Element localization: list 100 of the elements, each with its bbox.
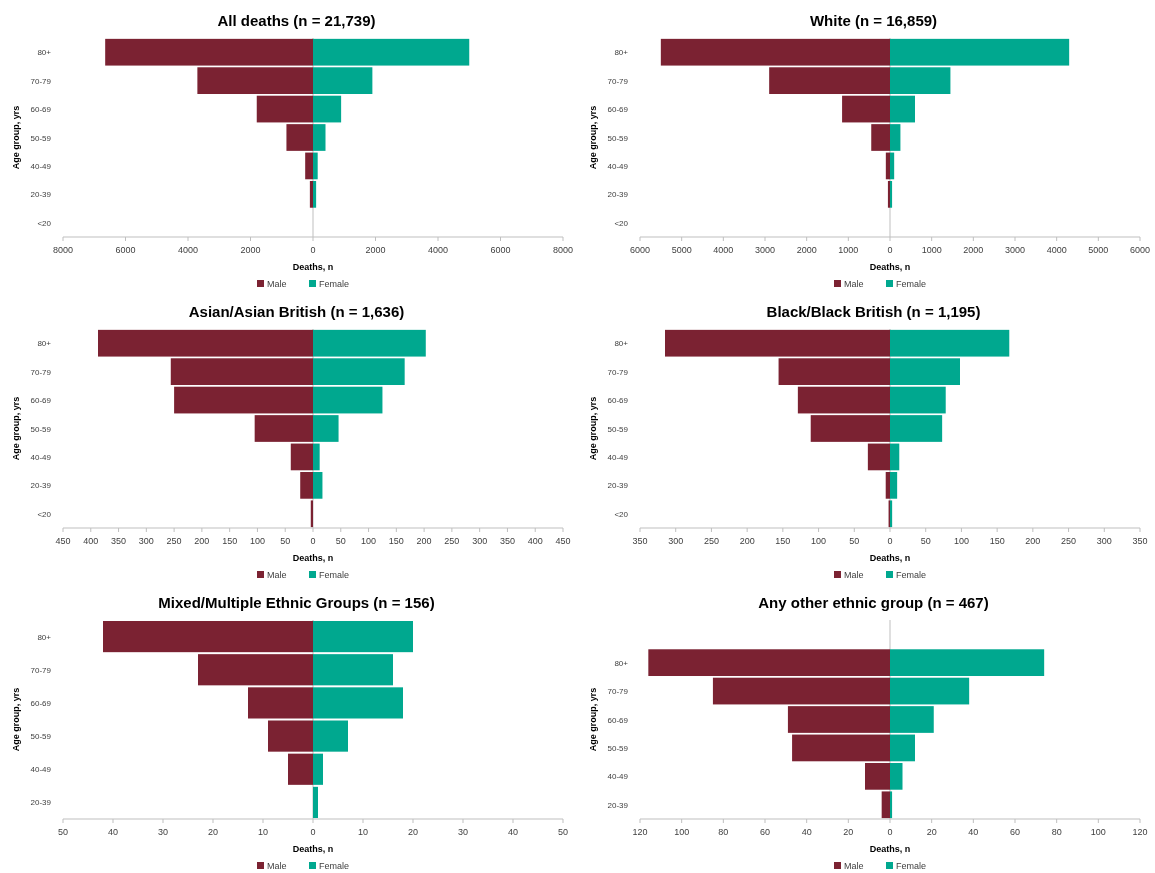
x-tick-label: 6000 bbox=[1129, 245, 1151, 255]
bar bbox=[313, 443, 320, 471]
bar bbox=[286, 124, 313, 151]
bar bbox=[890, 706, 934, 733]
legend-label: Female bbox=[896, 279, 927, 289]
x-tick-label: 100 bbox=[953, 536, 969, 546]
x-tick-label: 100 bbox=[1090, 827, 1106, 837]
x-tick-label: 10 bbox=[357, 827, 369, 837]
y-tick-label: 70-79 bbox=[607, 76, 629, 86]
bar bbox=[254, 415, 313, 442]
bar bbox=[313, 386, 383, 414]
bar bbox=[792, 734, 890, 762]
x-tick-label: 400 bbox=[83, 536, 99, 546]
x-tick-label: 50 bbox=[335, 536, 346, 546]
legend-label: Male bbox=[267, 570, 287, 580]
bar bbox=[256, 95, 313, 123]
x-tick-label: 0 bbox=[310, 245, 316, 255]
y-tick-label: 50-59 bbox=[607, 424, 629, 434]
x-tick-label: 2000 bbox=[240, 245, 261, 255]
y-tick-label: 70-79 bbox=[607, 367, 629, 377]
x-tick-label: 150 bbox=[989, 536, 1005, 546]
y-axis-title: Age group, yrs bbox=[11, 105, 21, 170]
y-tick-label: 70-79 bbox=[607, 687, 629, 697]
x-tick-label: 450 bbox=[55, 536, 71, 546]
y-tick-label: 60-69 bbox=[30, 698, 52, 708]
bar bbox=[890, 386, 946, 414]
legend-label: Male bbox=[267, 279, 287, 289]
legend-label: Male bbox=[844, 570, 864, 580]
bar bbox=[890, 124, 901, 151]
x-tick-label: 0 bbox=[887, 245, 893, 255]
x-tick-label: 6000 bbox=[115, 245, 136, 255]
y-tick-label: 80+ bbox=[614, 48, 629, 58]
x-tick-label: 150 bbox=[222, 536, 238, 546]
x-tick-label: 1000 bbox=[838, 245, 859, 255]
x-tick-label: 2000 bbox=[796, 245, 817, 255]
y-tick-label: 40-49 bbox=[30, 765, 52, 775]
y-tick-label: 40-49 bbox=[607, 161, 629, 171]
bar bbox=[313, 181, 317, 208]
y-tick-label: <20 bbox=[614, 218, 629, 228]
bar bbox=[810, 415, 890, 442]
bar bbox=[288, 753, 313, 785]
x-axis-title: Deaths, n bbox=[292, 844, 334, 854]
x-tick-label: 0 bbox=[310, 536, 316, 546]
x-tick-label: 4000 bbox=[1046, 245, 1067, 255]
bar bbox=[890, 95, 915, 123]
y-tick-label: 80+ bbox=[37, 48, 52, 58]
bar bbox=[890, 677, 970, 705]
x-axis-title: Deaths, n bbox=[869, 262, 911, 272]
x-tick-label: 3000 bbox=[754, 245, 776, 255]
x-tick-label: 250 bbox=[166, 536, 182, 546]
y-tick-label: 50-59 bbox=[30, 133, 52, 143]
x-tick-label: 300 bbox=[1096, 536, 1112, 546]
y-tick-label: 50-59 bbox=[30, 424, 52, 434]
x-tick-label: 100 bbox=[811, 536, 827, 546]
legend-label: Female bbox=[319, 279, 350, 289]
x-tick-label: 40 bbox=[968, 827, 979, 837]
x-tick-label: 450 bbox=[555, 536, 571, 546]
x-tick-label: 300 bbox=[138, 536, 154, 546]
chart-title: Any other ethnic group (n = 467) bbox=[758, 594, 989, 611]
x-tick-label: 200 bbox=[416, 536, 432, 546]
bar bbox=[290, 443, 313, 471]
x-tick-label: 250 bbox=[1061, 536, 1077, 546]
bar bbox=[313, 124, 326, 151]
x-tick-label: 300 bbox=[668, 536, 684, 546]
chart-title: Black/Black British (n = 1,195) bbox=[766, 303, 981, 320]
x-tick-label: 0 bbox=[887, 536, 893, 546]
x-tick-label: 80 bbox=[718, 827, 729, 837]
chart-title: Asian/Asian British (n = 1,636) bbox=[188, 303, 405, 320]
y-tick-label: 60-69 bbox=[607, 715, 629, 725]
x-tick-label: 200 bbox=[194, 536, 210, 546]
y-axis-title: Age group, yrs bbox=[11, 396, 21, 461]
y-axis-title: Age group, yrs bbox=[11, 687, 21, 752]
x-tick-label: 20 bbox=[207, 827, 219, 837]
x-tick-label: 2000 bbox=[963, 245, 984, 255]
y-tick-label: 70-79 bbox=[30, 76, 52, 86]
legend-label: Female bbox=[896, 861, 927, 871]
x-tick-label: 50 bbox=[920, 536, 931, 546]
y-tick-label: 20-39 bbox=[30, 190, 52, 200]
bar bbox=[174, 386, 313, 414]
y-tick-label: 20-39 bbox=[607, 190, 629, 200]
x-tick-label: 5000 bbox=[1088, 245, 1109, 255]
bar bbox=[313, 786, 318, 818]
x-tick-label: 4000 bbox=[713, 245, 734, 255]
y-axis-title: Age group, yrs bbox=[588, 105, 598, 170]
y-tick-label: 70-79 bbox=[30, 665, 52, 675]
bar bbox=[313, 472, 323, 499]
x-tick-label: 100 bbox=[674, 827, 690, 837]
x-tick-label: 3000 bbox=[1004, 245, 1026, 255]
y-tick-label: 40-49 bbox=[607, 772, 629, 782]
chart-title: Mixed/Multiple Ethnic Groups (n = 156) bbox=[158, 594, 435, 611]
x-tick-label: 0 bbox=[310, 827, 316, 837]
x-tick-label: 60 bbox=[759, 827, 771, 837]
x-tick-label: 120 bbox=[632, 827, 648, 837]
y-tick-label: 50-59 bbox=[30, 732, 52, 742]
x-tick-label: 250 bbox=[703, 536, 719, 546]
x-tick-label: 350 bbox=[111, 536, 127, 546]
bar bbox=[890, 649, 1045, 676]
x-tick-label: 80 bbox=[1051, 827, 1062, 837]
y-tick-label: 40-49 bbox=[607, 452, 629, 462]
x-axis-title: Deaths, n bbox=[869, 553, 911, 563]
